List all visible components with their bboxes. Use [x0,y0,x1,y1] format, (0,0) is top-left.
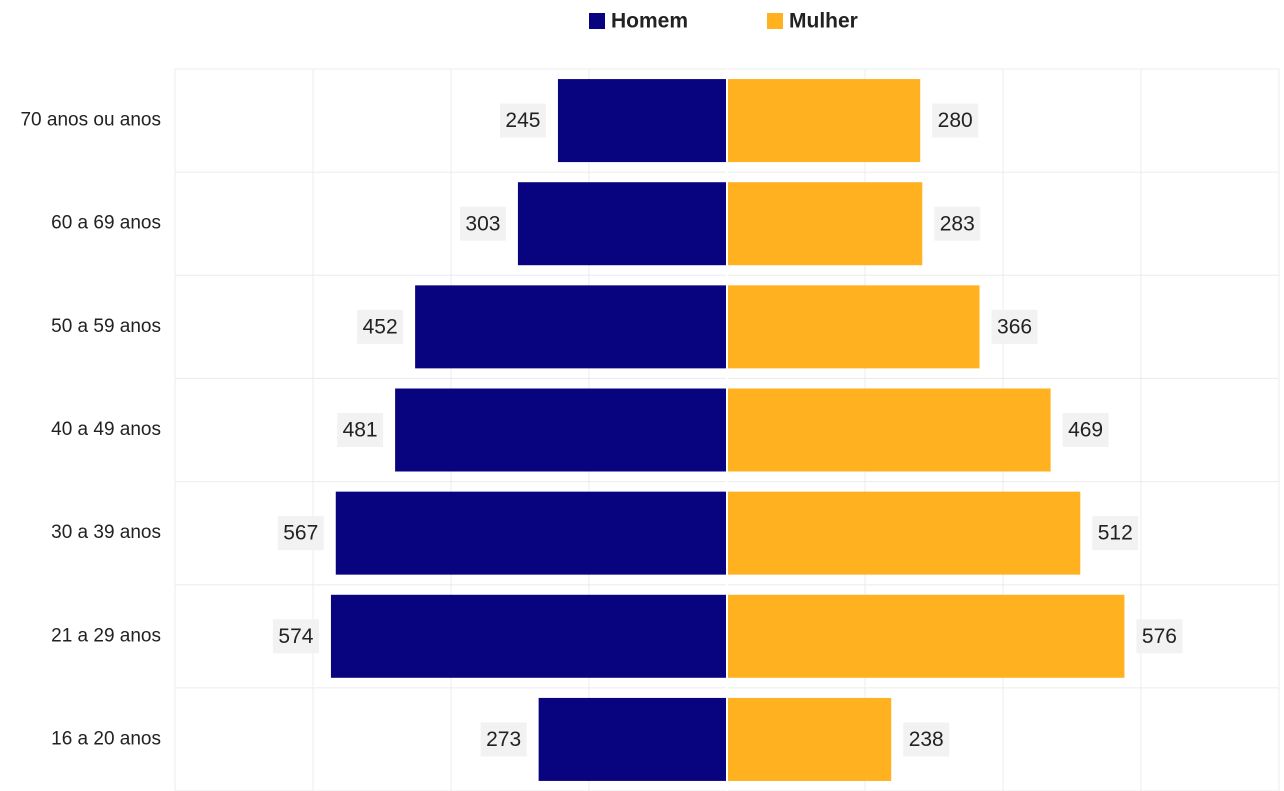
value-label: 303 [465,212,500,235]
bar [727,182,923,266]
y-tick-label: 50 a 59 anos [51,316,161,337]
value-label-bg [337,413,384,447]
y-tick-label: 16 a 20 anos [51,728,161,749]
bar [415,285,727,369]
value-label: 283 [940,212,975,235]
value-label: 567 [283,522,318,545]
legend-label: Homem [611,10,688,33]
bar [395,388,727,472]
legend-label: Mulher [789,10,858,33]
value-label-bg [277,516,324,551]
value-label: 452 [363,315,398,338]
value-label-bg [357,309,404,344]
value-label-bg [932,103,979,138]
value-label: 512 [1098,522,1133,545]
value-label: 481 [343,419,378,442]
bar [727,285,980,369]
value-label: 469 [1068,419,1103,442]
value-label-bg [1062,413,1109,447]
y-tick-label: 30 a 39 anos [51,522,161,543]
y-tick-label: 40 a 49 anos [51,419,161,440]
value-label-bg [991,309,1038,344]
y-tick-label: 21 a 29 anos [51,625,161,646]
value-label-bg [499,103,546,138]
y-tick-label: 60 a 69 anos [51,213,161,234]
bar [727,79,921,163]
bar [517,182,727,266]
bar [727,697,892,781]
value-label-bg [934,206,981,241]
value-label-bg [480,722,527,757]
bar [335,491,727,575]
value-label: 576 [1142,625,1177,648]
value-label: 238 [909,728,944,751]
value-label: 245 [505,109,540,132]
legend-swatch [767,13,783,29]
value-label-bg [272,619,319,654]
bar [330,594,727,678]
legend-swatch [589,13,605,29]
value-label-bg [903,722,950,757]
bar [727,491,1081,575]
bar [727,388,1051,472]
bar [557,79,727,163]
value-label: 280 [938,109,973,132]
value-label-bg [1092,516,1139,551]
value-label-bg [459,206,506,241]
bar [538,697,727,781]
value-label-bg [1136,619,1183,654]
value-label: 273 [486,728,521,751]
bar [727,594,1125,678]
y-tick-label: 70 anos ou anos [20,110,161,131]
value-label: 574 [278,625,313,648]
value-label: 366 [997,315,1032,338]
